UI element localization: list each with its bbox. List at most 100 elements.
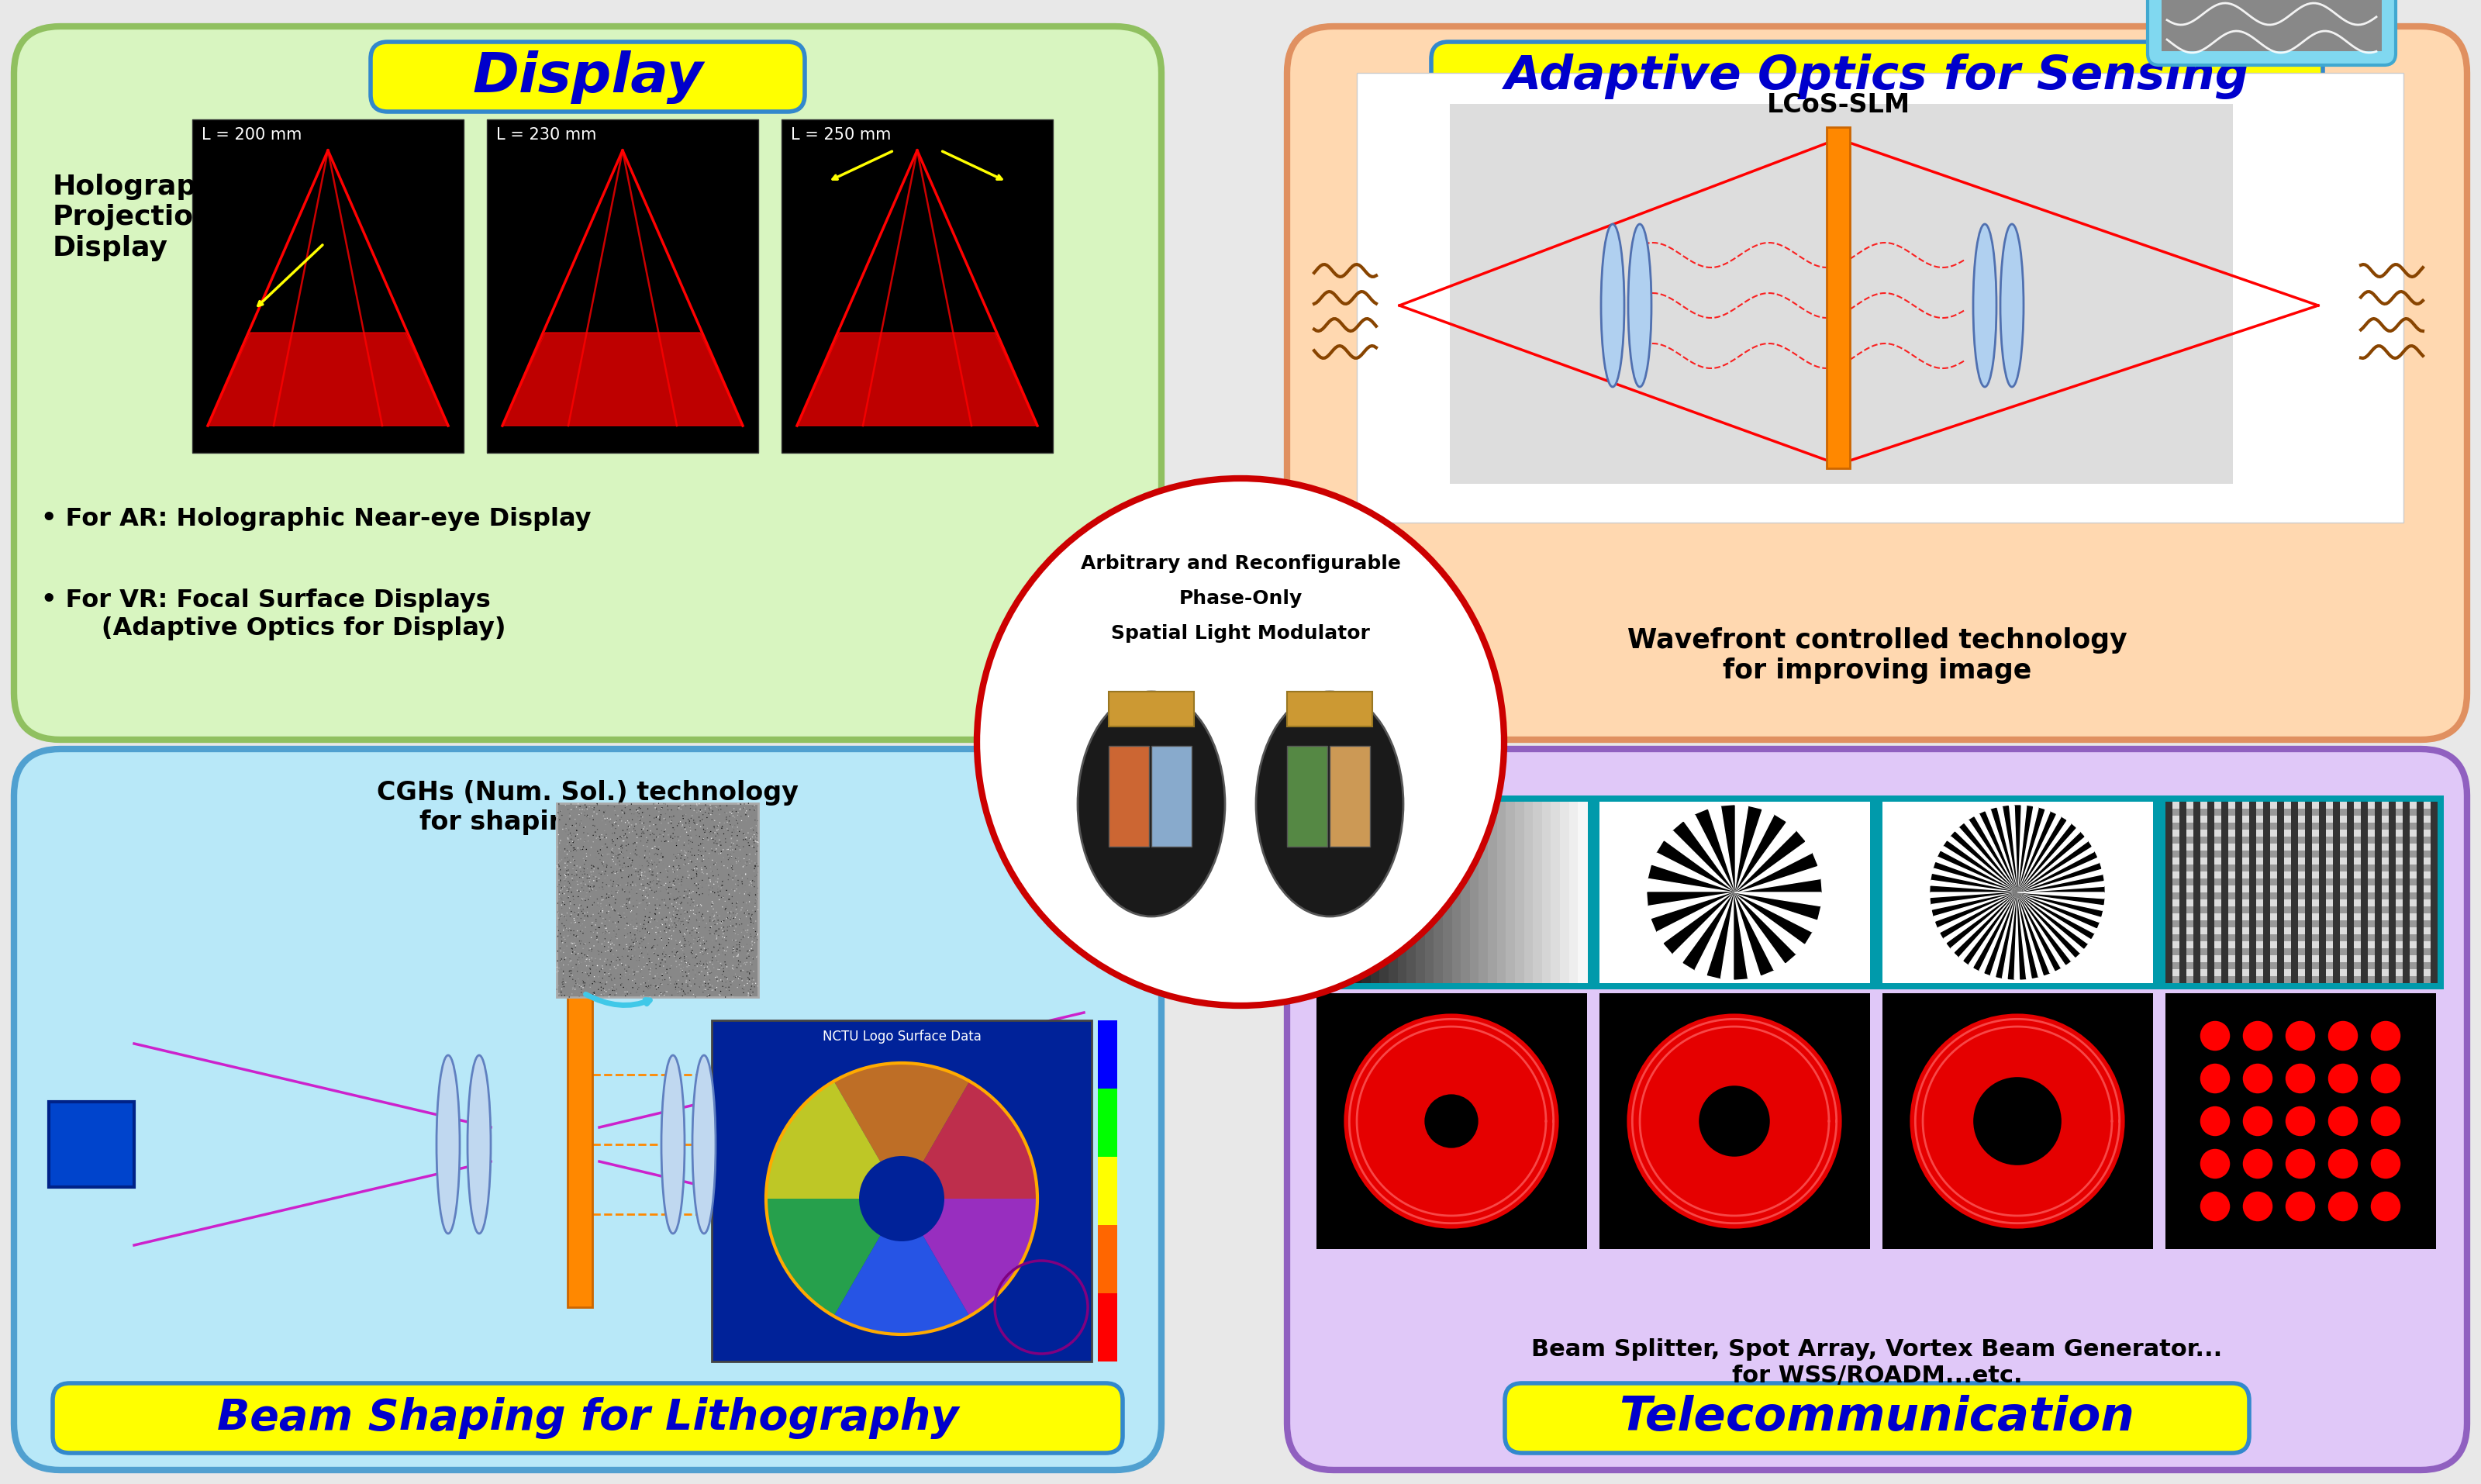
Point (546, 852, 586, 876)
Point (682, 840, 722, 864)
Point (548, 858, 588, 881)
Polygon shape (1997, 892, 2017, 978)
Point (660, 884, 700, 908)
Point (700, 935, 739, 959)
Bar (1362, 801, 1372, 982)
Point (568, 804, 608, 828)
Point (665, 853, 705, 877)
Point (707, 919, 747, 942)
Point (628, 825, 667, 849)
Point (583, 889, 623, 913)
Point (618, 978, 657, 1002)
Point (724, 822, 764, 846)
Point (670, 948, 710, 972)
Point (692, 960, 732, 984)
Point (670, 824, 710, 847)
Point (657, 910, 697, 933)
Bar (1097, 1224, 1116, 1293)
Point (603, 975, 643, 999)
Point (581, 941, 620, 965)
Bar (1449, 104, 2233, 484)
Point (717, 850, 757, 874)
Point (707, 838, 747, 862)
Point (657, 834, 697, 858)
Point (610, 935, 650, 959)
Point (667, 965, 707, 988)
Point (645, 913, 685, 936)
Point (655, 978, 695, 1002)
Point (618, 889, 657, 913)
Point (598, 910, 638, 933)
Point (724, 951, 764, 975)
Circle shape (2201, 1021, 2230, 1051)
Point (630, 803, 670, 827)
Point (568, 874, 608, 898)
Point (635, 936, 675, 960)
Point (710, 864, 749, 887)
Point (732, 834, 772, 858)
Point (638, 837, 677, 861)
Point (573, 797, 613, 821)
Point (638, 916, 677, 939)
Point (590, 807, 630, 831)
Point (635, 966, 675, 990)
Point (729, 847, 769, 871)
Point (729, 881, 769, 905)
Point (561, 801, 600, 825)
Point (543, 938, 583, 962)
Point (561, 856, 600, 880)
Point (648, 865, 687, 889)
Polygon shape (1657, 841, 1734, 892)
Point (600, 806, 640, 830)
Point (578, 892, 618, 916)
Point (546, 984, 586, 1008)
Point (603, 846, 643, 870)
Point (722, 873, 762, 896)
Point (737, 834, 777, 858)
Point (623, 858, 662, 881)
Point (702, 815, 742, 838)
Point (660, 825, 700, 849)
Point (648, 917, 687, 941)
Point (685, 935, 724, 959)
Point (546, 819, 586, 843)
Point (640, 835, 680, 859)
Point (653, 858, 692, 881)
Point (737, 910, 777, 933)
Point (630, 856, 670, 880)
Point (722, 959, 762, 982)
Point (603, 945, 643, 969)
Point (697, 969, 737, 993)
Point (717, 944, 757, 968)
Point (685, 792, 724, 816)
Point (595, 881, 635, 905)
Point (643, 873, 682, 896)
Point (682, 974, 722, 997)
Point (571, 870, 610, 893)
Point (586, 979, 625, 1003)
Point (598, 850, 638, 874)
Point (707, 978, 747, 1002)
Point (541, 870, 581, 893)
Point (561, 947, 600, 971)
Point (665, 981, 705, 1005)
Point (662, 792, 702, 816)
Point (623, 935, 662, 959)
Point (734, 853, 774, 877)
Point (541, 939, 581, 963)
Point (635, 828, 675, 852)
Point (568, 804, 608, 828)
Point (546, 856, 586, 880)
Point (665, 933, 705, 957)
Point (719, 953, 759, 976)
Point (640, 870, 680, 893)
Point (695, 956, 734, 979)
Point (583, 843, 623, 867)
Point (623, 966, 662, 990)
Point (680, 930, 719, 954)
Point (566, 830, 605, 853)
Point (553, 806, 593, 830)
Polygon shape (2017, 892, 2104, 911)
Point (648, 972, 687, 996)
Point (737, 853, 777, 877)
